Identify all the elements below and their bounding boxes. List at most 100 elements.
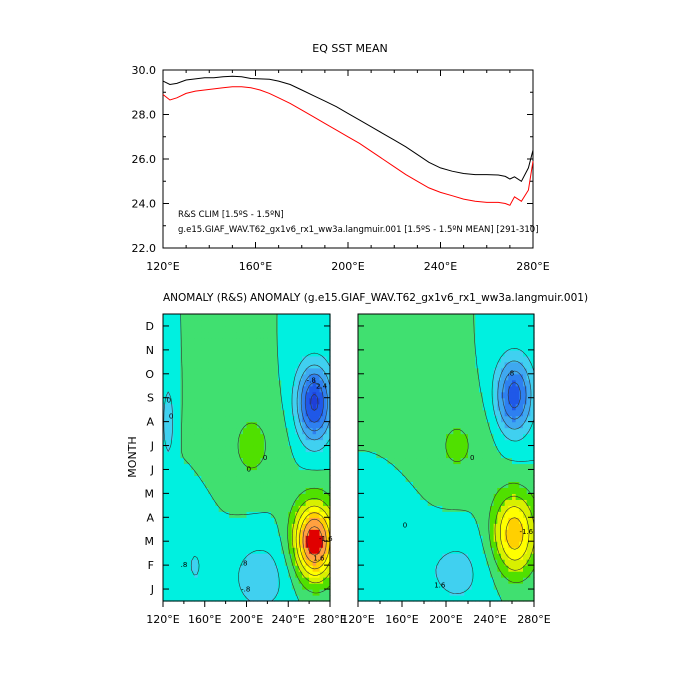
heatmap-cell bbox=[369, 319, 374, 327]
heatmap-cell bbox=[486, 373, 491, 381]
heatmap-cell bbox=[263, 403, 268, 411]
heatmap-cell bbox=[236, 349, 241, 357]
heatmap-cell bbox=[394, 325, 399, 333]
heatmap-cell bbox=[431, 559, 436, 566]
heatmap-cell bbox=[277, 319, 282, 327]
heatmap-cell bbox=[197, 445, 202, 453]
line-chart-title: EQ SST MEAN bbox=[312, 42, 387, 55]
heatmap-cell bbox=[190, 379, 195, 387]
heatmap-cell bbox=[316, 475, 321, 483]
contour-line bbox=[296, 364, 331, 441]
heatmap-cell bbox=[326, 349, 331, 357]
heatmap-cell bbox=[277, 589, 282, 596]
heatmap-cell bbox=[260, 523, 265, 530]
heatmap-cell bbox=[326, 481, 331, 488]
heatmap-cell bbox=[457, 433, 462, 441]
heatmap-cell bbox=[497, 487, 502, 494]
heatmap-cell bbox=[201, 547, 206, 554]
heatmap-cell bbox=[229, 325, 234, 333]
heatmap-cell bbox=[376, 391, 381, 399]
heatmap-cell bbox=[197, 571, 202, 578]
heatmap-cell bbox=[490, 325, 495, 333]
heatmap-cell bbox=[486, 589, 491, 596]
heatmap-cell bbox=[201, 559, 206, 566]
heatmap-cell bbox=[405, 427, 410, 435]
heatmap-cell bbox=[431, 385, 436, 393]
heatmap-cell bbox=[232, 475, 237, 483]
heatmap-cell bbox=[232, 373, 237, 381]
heatmap-cell bbox=[204, 379, 209, 387]
heatmap-cell bbox=[512, 373, 517, 381]
heatmap-cell bbox=[387, 583, 392, 590]
heatmap-cell bbox=[169, 421, 175, 429]
heatmap-cell bbox=[361, 367, 366, 375]
heatmap-cell bbox=[391, 433, 396, 441]
heatmap-cell bbox=[173, 397, 178, 405]
heatmap-cell bbox=[519, 523, 524, 530]
heatmap-cell bbox=[180, 314, 185, 321]
heatmap-cell bbox=[471, 583, 476, 590]
heatmap-cell bbox=[398, 541, 403, 548]
legend-entry-rs-clim: R&S CLIM [1.5ºS - 1.5ºN] bbox=[178, 210, 284, 220]
heatmap-cell bbox=[457, 577, 462, 584]
heatmap-cell bbox=[405, 583, 410, 590]
heatmap-cell bbox=[208, 547, 213, 554]
heatmap-cell bbox=[260, 314, 265, 321]
heatmap-cell bbox=[493, 379, 498, 387]
heatmap-cell bbox=[391, 541, 396, 548]
heatmap-cell bbox=[479, 403, 484, 411]
heatmap-cell bbox=[319, 391, 324, 399]
heatmap-cell bbox=[326, 379, 331, 387]
heatmap-cell bbox=[508, 565, 513, 572]
heatmap-cell bbox=[383, 409, 388, 417]
heatmap-cell bbox=[222, 385, 227, 393]
heatmap-cell bbox=[229, 433, 234, 441]
heatmap-model: -1.6.81.600 120°E 160°E 200°E 240°E 280°E AN… bbox=[250, 292, 588, 626]
heatmap-cell bbox=[298, 373, 303, 381]
heatmap-cell bbox=[376, 481, 381, 488]
heatmap-cell bbox=[479, 475, 484, 483]
heatmap-cell bbox=[420, 541, 425, 548]
heatmap-cell bbox=[284, 355, 289, 363]
heatmap-cell bbox=[501, 439, 506, 447]
heatmap-cell bbox=[201, 367, 206, 375]
heatmap-cell bbox=[277, 409, 282, 417]
heatmap-cell bbox=[323, 481, 328, 488]
heatmap-cell bbox=[475, 493, 480, 500]
heatmap-cell bbox=[391, 385, 396, 393]
heatmap-cell bbox=[229, 565, 234, 572]
heatmap-cell bbox=[246, 337, 251, 345]
heatmap-cell bbox=[383, 319, 388, 327]
heatmap-cell bbox=[211, 523, 216, 530]
heatmap-cell bbox=[512, 403, 517, 411]
heatmap-cell bbox=[176, 409, 181, 417]
heatmap-cell bbox=[427, 553, 432, 560]
heatmap-cell bbox=[211, 535, 216, 542]
heatmap-cell bbox=[190, 439, 195, 447]
heatmap-cell bbox=[438, 559, 443, 566]
heatmap-cell bbox=[319, 427, 324, 435]
heatmap-cell bbox=[468, 343, 473, 351]
heatmap-cell bbox=[239, 499, 244, 506]
heatmap-cell bbox=[358, 349, 363, 357]
heatmap-cell bbox=[449, 463, 454, 471]
heatmap-cell bbox=[508, 427, 513, 435]
heatmap-cell bbox=[501, 391, 506, 399]
y-tick-label: 30.0 bbox=[132, 64, 157, 77]
heatmap-cell bbox=[460, 451, 465, 459]
heatmap-cell bbox=[515, 445, 520, 453]
heatmap-cell bbox=[464, 403, 469, 411]
heatmap-cell bbox=[218, 589, 223, 596]
heatmap-cell bbox=[194, 463, 199, 471]
heatmap-cell bbox=[479, 505, 484, 512]
heatmap-cell bbox=[312, 397, 317, 405]
heatmap-cell bbox=[309, 427, 314, 435]
heatmap-cell bbox=[256, 481, 262, 488]
heatmap-cell bbox=[523, 577, 528, 584]
heatmap-cell bbox=[512, 439, 517, 447]
heatmap-cell bbox=[416, 463, 421, 471]
heatmap-cell bbox=[431, 589, 436, 596]
heatmap-cell bbox=[424, 409, 429, 417]
heatmap-cell bbox=[383, 355, 388, 363]
heatmap-cell bbox=[453, 499, 458, 506]
